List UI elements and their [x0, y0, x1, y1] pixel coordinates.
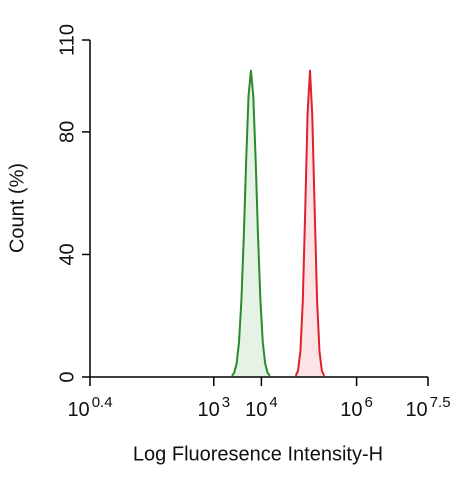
area [231, 70, 270, 378]
x-tick-label: 10 7.5 [405, 394, 450, 421]
x-tick-label: 10 4 [245, 394, 278, 421]
x-tick-base: 10 [340, 399, 362, 421]
x-tick-base: 10 [405, 399, 427, 421]
y-tick-label: 0 [56, 371, 78, 382]
y-axis-label: Count (%) [6, 163, 28, 253]
x-tick-base: 10 [245, 399, 267, 421]
x-tick-label: 10 3 [197, 394, 230, 421]
x-tick-label: 10 0.4 [67, 394, 112, 421]
x-tick-exponent: 4 [269, 394, 277, 411]
x-axis-label: Log Fluoresence Intensity-H [133, 443, 383, 465]
line [231, 69, 271, 377]
x-tick-label: 10 6 [340, 394, 373, 421]
area [295, 70, 325, 378]
x-tick-base: 10 [67, 399, 89, 421]
x-tick-base: 10 [197, 399, 219, 421]
x-tick-exponent: 7.5 [430, 394, 451, 411]
x-tick-exponent: 6 [365, 394, 373, 411]
line [294, 69, 326, 377]
y-tick-label: 40 [56, 243, 78, 265]
y-tick-label: 80 [56, 121, 78, 143]
x-tick-exponent: 3 [222, 394, 230, 411]
y-tick-label: 110 [56, 24, 78, 56]
x-tick-exponent: 0.4 [92, 394, 113, 411]
